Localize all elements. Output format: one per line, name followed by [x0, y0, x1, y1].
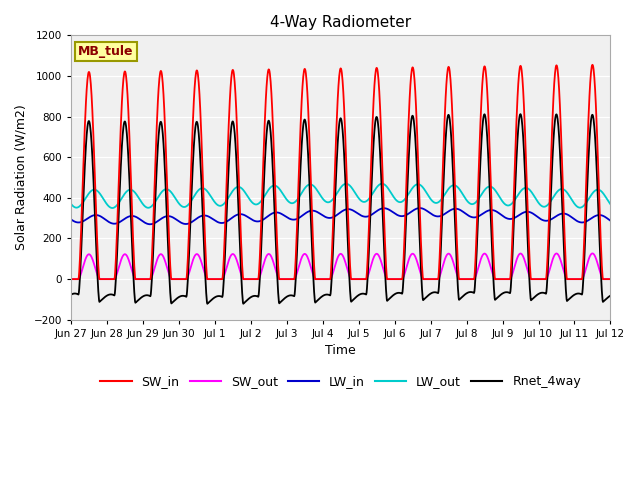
Rnet_4way [495, 294, 502, 300]
LW_out [333, 191, 340, 196]
LW_in [416, 205, 424, 211]
Line: SW_in: SW_in [71, 64, 640, 279]
LW_out [378, 181, 386, 187]
Legend: SW_in, SW_out, LW_in, LW_out, Rnet_4way: SW_in, SW_out, LW_in, LW_out, Rnet_4way [95, 370, 586, 393]
Rnet_4way [157, 119, 164, 125]
SW_out [635, 276, 640, 282]
LW_out [67, 201, 75, 207]
SW_in [344, 195, 351, 201]
SW_out [67, 276, 75, 282]
LW_in [67, 216, 75, 222]
Rnet_4way [67, 292, 75, 298]
LW_out [579, 204, 587, 209]
Line: LW_in: LW_in [71, 208, 640, 224]
SW_in [625, 61, 632, 67]
SW_out [333, 258, 340, 264]
Y-axis label: Solar Radiation (W/m2): Solar Radiation (W/m2) [15, 105, 28, 251]
SW_in [579, 274, 586, 280]
SW_in [333, 121, 340, 127]
Rnet_4way [579, 280, 587, 286]
Rnet_4way [204, 301, 211, 307]
LW_in [344, 206, 351, 212]
SW_out [494, 276, 502, 282]
Rnet_4way [516, 111, 524, 117]
Text: MB_tule: MB_tule [78, 45, 134, 58]
LW_in [157, 216, 165, 222]
LW_out [157, 190, 165, 195]
LW_out [344, 181, 351, 187]
SW_in [157, 68, 164, 74]
LW_in [579, 219, 587, 225]
SW_in [635, 276, 640, 282]
SW_in [494, 276, 502, 282]
SW_out [344, 266, 351, 272]
Rnet_4way [333, 154, 340, 160]
Line: LW_out: LW_out [71, 184, 640, 208]
Line: Rnet_4way: Rnet_4way [71, 114, 640, 304]
SW_out [579, 276, 586, 282]
LW_in [333, 212, 340, 218]
Line: SW_out: SW_out [71, 253, 640, 279]
Rnet_4way [344, 240, 351, 246]
X-axis label: Time: Time [325, 344, 356, 357]
Title: 4-Way Radiometer: 4-Way Radiometer [270, 15, 412, 30]
LW_in [146, 221, 154, 227]
LW_out [495, 193, 502, 199]
LW_out [636, 191, 640, 196]
SW_out [157, 251, 164, 257]
SW_out [625, 251, 632, 256]
Rnet_4way [636, 300, 640, 305]
LW_in [636, 214, 640, 220]
LW_in [495, 210, 502, 216]
LW_out [108, 205, 116, 211]
SW_in [67, 276, 75, 282]
